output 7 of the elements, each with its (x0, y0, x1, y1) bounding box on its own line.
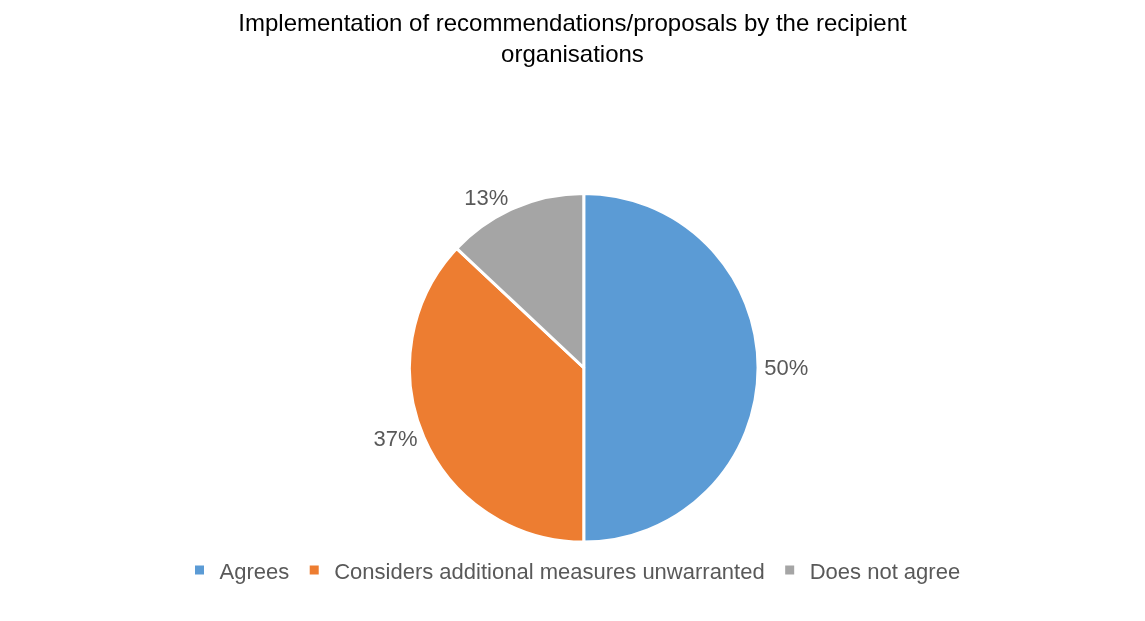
legend-label: Agrees (219, 558, 290, 584)
legend-label: Does not agree (809, 558, 961, 584)
data-label: 37% (373, 426, 418, 452)
data-label: 50% (764, 355, 809, 381)
legend-label: Considers additional measures unwarranted (334, 558, 765, 584)
chart-title: Implementation of recommendations/proposals by the recipient organisations (238, 9, 908, 68)
data-label: 13% (464, 184, 509, 210)
